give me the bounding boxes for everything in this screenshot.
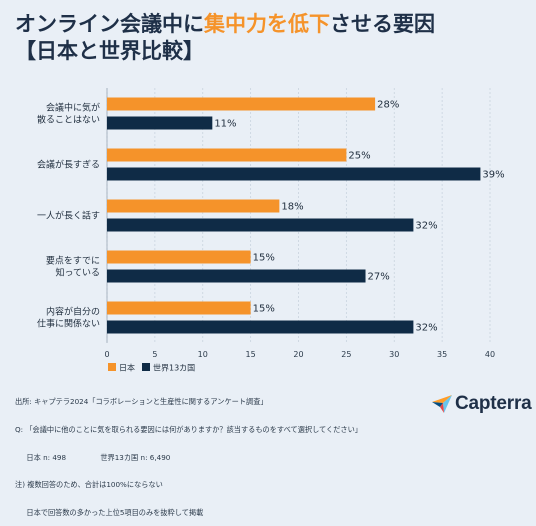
x-tick-label-35: 35 <box>437 350 447 359</box>
legend-label-japan: 日本 <box>119 363 135 373</box>
capterra-arrow-icon <box>432 395 452 413</box>
data-label-japan-3: 15% <box>253 253 275 264</box>
footnotes: 出所: キャプテラ2024「コラボレーションと生産性に関するアンケート調査」 Q… <box>15 379 362 526</box>
bar-world-2 <box>107 218 414 232</box>
category-label-3-0: 要点をすでに <box>46 256 100 267</box>
bar-world-0 <box>107 116 213 130</box>
footnote-note-1: 注) 複数回答のため、合計は100%にならない <box>15 480 163 490</box>
bar-japan-3 <box>107 250 251 264</box>
title-part-1: オンライン会議中に <box>15 12 204 36</box>
x-tick-label-15: 15 <box>246 350 256 359</box>
data-label-japan-2: 18% <box>281 202 303 213</box>
x-tick-label-25: 25 <box>341 350 351 359</box>
data-label-world-0: 11% <box>214 119 236 130</box>
footnote-question: Q: 「会議中に他のことに気を取られる要因には何がありますか？該当するものをすべ… <box>15 425 362 435</box>
x-tick-label-0: 0 <box>104 350 109 359</box>
footnote-sample-size: 日本 n: 498 世界13カ国 n: 6,490 <box>15 452 171 462</box>
bar-world-3 <box>107 269 366 283</box>
x-tick-label-5: 5 <box>152 350 157 359</box>
bar-world-1 <box>107 167 481 181</box>
x-tick-label-20: 20 <box>293 350 303 359</box>
title-highlight: 集中力を低下 <box>204 12 330 36</box>
category-label-0-0: 会議中に気が <box>46 102 100 114</box>
data-label-world-2: 32% <box>415 221 437 232</box>
legend-swatch-japan <box>108 363 116 371</box>
category-label-3-1: 知っている <box>55 267 100 279</box>
legend-label-world: 世界13カ国 <box>153 363 195 373</box>
chart-title: オンライン会議中に集中力を低下させる要因 【日本と世界比較】 <box>15 11 435 65</box>
x-tick-label-30: 30 <box>389 350 399 359</box>
capterra-logo: Capterra <box>432 393 532 415</box>
category-label-4-0: 内容が自分の <box>46 306 100 318</box>
category-label-1-0: 会議が長すぎる <box>37 159 100 171</box>
legend-swatch-world <box>142 363 150 371</box>
title-part-2: させる要因 <box>330 12 435 36</box>
data-label-japan-1: 25% <box>348 151 370 162</box>
bar-japan-1 <box>107 148 347 162</box>
data-label-world-3: 27% <box>368 272 390 283</box>
bar-world-4 <box>107 320 414 334</box>
category-label-0-1: 散ることはない <box>37 114 100 126</box>
bar-japan-0 <box>107 97 376 111</box>
x-tick-label-10: 10 <box>198 350 208 359</box>
category-label-4-1: 仕事に関係ない <box>37 318 100 330</box>
data-label-japan-4: 15% <box>253 304 275 315</box>
title-line-2: 【日本と世界比較】 <box>15 39 204 63</box>
data-label-world-4: 32% <box>415 323 437 334</box>
footnote-source: 出所: キャプテラ2024「コラボレーションと生産性に関するアンケート調査」 <box>15 397 268 407</box>
title-line-1: オンライン会議中に集中力を低下させる要因 <box>15 11 435 38</box>
data-label-japan-0: 28% <box>377 100 399 111</box>
bar-japan-2 <box>107 199 280 213</box>
logo-text: Capterra <box>455 393 532 414</box>
bar-japan-4 <box>107 301 251 315</box>
data-label-world-1: 39% <box>482 170 504 181</box>
x-tick-label-40: 40 <box>485 350 495 359</box>
footnote-note-2: 日本で回答数の多かった上位5項目のみを抜粋して掲載 <box>15 507 204 517</box>
category-label-2-0: 一人が長く話す <box>37 210 100 222</box>
